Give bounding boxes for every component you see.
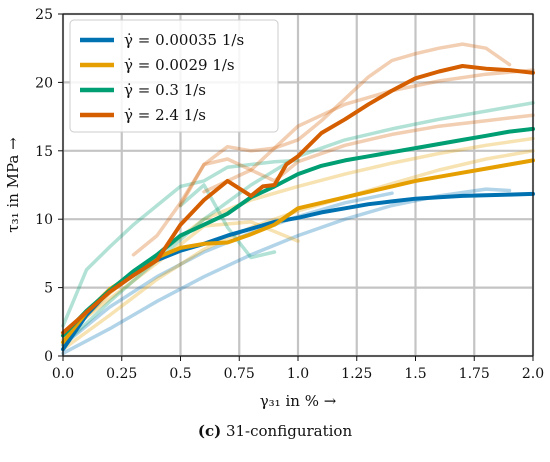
x-axis-label: γ₃₁ in % →: [260, 392, 337, 410]
x-tick-label: 1.75: [459, 366, 490, 382]
y-tick-label: 15: [35, 144, 53, 160]
replicate-line: [178, 42, 512, 208]
y-tick-label: 0: [44, 349, 53, 365]
x-tick-label: 0.5: [169, 366, 191, 382]
legend-label: γ̇ = 0.00035 1/s: [124, 31, 244, 49]
x-tick-label: 0.25: [106, 366, 137, 382]
y-tick-label: 5: [44, 281, 53, 297]
replicate-line: [131, 113, 535, 257]
tick-layer: 0.0 0.25 0.5 0.75 1.0 1.25 1.5 1.75 2.0 0 5 10 15 20 2…: [35, 7, 544, 382]
legend-label: γ̇ = 0.0029 1/s: [124, 56, 235, 74]
figure-caption: (c) 31-configuration: [0, 422, 550, 440]
y-tick-label: 10: [35, 212, 53, 228]
legend-box: [69, 19, 279, 133]
replicate-line: [61, 149, 535, 351]
chart-svg: 0.0 0.25 0.5 0.75 1.0 1.25 1.5 1.75 2.0 0 5 10 15 20 2…: [4, 7, 544, 410]
y-tick-label: 20: [35, 75, 53, 91]
replicate-line: [178, 183, 277, 260]
series-line-2: [61, 126, 535, 338]
grid-layer: [61, 12, 535, 358]
y-axis-label: τ₃₁ in MPa →: [4, 137, 22, 233]
caption-letter: (c): [197, 422, 222, 440]
y-tick-label: 25: [35, 7, 53, 23]
caption-text: 31-configuration: [225, 422, 353, 440]
legend-label: γ̇ = 0.3 1/s: [124, 81, 206, 99]
replicate-line: [202, 68, 535, 194]
series-line-3: [61, 64, 535, 335]
series-lines: [61, 64, 535, 352]
x-tick-label: 0.0: [52, 366, 74, 382]
legend-label: γ̇ = 2.4 1/s: [124, 106, 206, 124]
x-tick-label: 0.75: [224, 366, 255, 382]
replicate-line: [61, 187, 512, 356]
legend: γ̇ = 0.00035 1/s γ̇ = 0.0029 1/s γ̇ = 0.3 …: [69, 19, 279, 133]
x-tick-label: 1.0: [287, 366, 309, 382]
x-tick-label: 2.0: [522, 366, 544, 382]
x-tick-label: 1.25: [341, 366, 372, 382]
replicate-line: [61, 191, 394, 347]
x-tick-label: 1.5: [404, 366, 426, 382]
replicate-line: [61, 158, 300, 328]
